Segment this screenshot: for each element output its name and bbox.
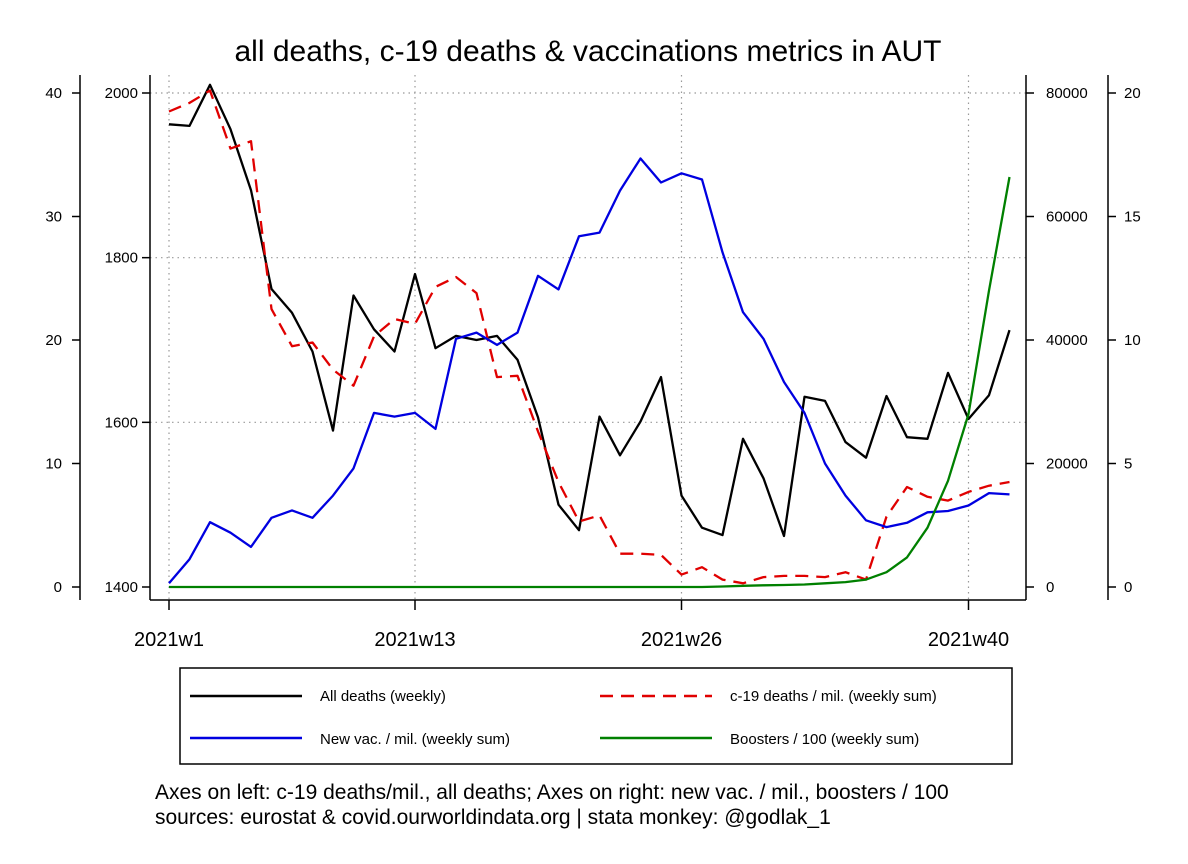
left_outer-tick-label-40: 40 [45, 85, 62, 102]
right_outer-tick-label-0: 0 [1124, 579, 1132, 596]
x-tick-label-2021w13: 2021w13 [374, 629, 455, 651]
legend-label-new-vac: New vac. / mil. (weekly sum) [320, 731, 510, 748]
right_outer-tick-label-15: 15 [1124, 209, 1141, 226]
right_inner-tick-label-60000: 60000 [1046, 209, 1088, 226]
right_outer-tick-label-20: 20 [1124, 85, 1141, 102]
left_outer-tick-label-0: 0 [54, 579, 62, 596]
chart-title: all deaths, c-19 deaths & vaccinations m… [235, 35, 942, 68]
axis-ticks: 0102030401400160018002000020000400006000… [45, 85, 1140, 651]
right_outer-tick-label-10: 10 [1124, 332, 1141, 349]
x-tick-label-2021w40: 2021w40 [928, 629, 1009, 651]
x-tick-label-2021w1: 2021w1 [134, 629, 204, 651]
left_outer-tick-label-30: 30 [45, 209, 62, 226]
left_inner-tick-label-2000: 2000 [105, 85, 138, 102]
axes [79, 75, 1109, 601]
legend-label-c19-deaths: c-19 deaths / mil. (weekly sum) [730, 688, 937, 705]
boosters-line [169, 176, 1011, 589]
note-sources: sources: eurostat & covid.ourworldindata… [155, 806, 831, 829]
all-deaths-line [168, 83, 1011, 538]
right_inner-tick-label-0: 0 [1046, 579, 1054, 596]
legend-box [179, 667, 1013, 765]
right_inner-tick-label-40000: 40000 [1046, 332, 1088, 349]
new-vac-line [168, 157, 1010, 585]
right_inner-tick-label-20000: 20000 [1046, 456, 1088, 473]
left_inner-tick-label-1800: 1800 [105, 250, 138, 267]
right_inner-tick-label-80000: 80000 [1046, 85, 1088, 102]
left_outer-tick-label-10: 10 [45, 456, 62, 473]
legend-label-boosters: Boosters / 100 (weekly sum) [730, 731, 919, 748]
left_inner-tick-label-1600: 1600 [105, 414, 138, 431]
legend: All deaths (weekly) c-19 deaths / mil. (… [179, 667, 1013, 765]
series-lines [168, 83, 1011, 589]
x-tick-label-2021w26: 2021w26 [641, 629, 722, 651]
left_inner-tick-label-1400: 1400 [105, 579, 138, 596]
note-axes: Axes on left: c-19 deaths/mil., all deat… [155, 781, 949, 804]
c19-deaths-line [168, 89, 1010, 585]
legend-label-all-deaths: All deaths (weekly) [320, 688, 446, 705]
left_outer-tick-label-20: 20 [45, 332, 62, 349]
right_outer-tick-label-5: 5 [1124, 456, 1132, 473]
